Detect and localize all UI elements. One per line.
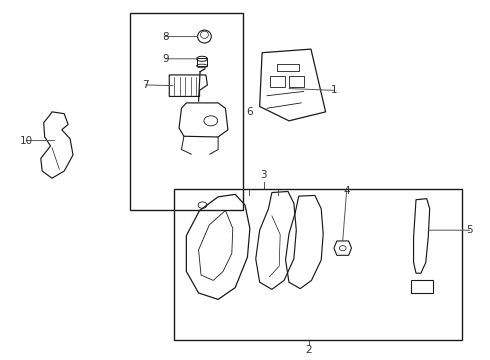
Text: 9: 9 — [162, 54, 169, 64]
Bar — [196, 58, 207, 66]
Text: 3: 3 — [260, 170, 267, 180]
Text: 8: 8 — [162, 32, 169, 41]
Bar — [270, 76, 285, 87]
Bar — [277, 64, 299, 71]
Bar — [289, 76, 304, 87]
Text: 1: 1 — [331, 85, 337, 95]
Text: 6: 6 — [246, 107, 253, 117]
Text: 4: 4 — [343, 186, 350, 196]
Text: 2: 2 — [305, 345, 312, 355]
Text: 10: 10 — [20, 136, 33, 145]
Text: 5: 5 — [466, 225, 473, 235]
Bar — [130, 13, 243, 211]
Text: 7: 7 — [143, 80, 149, 90]
Bar — [174, 189, 463, 339]
